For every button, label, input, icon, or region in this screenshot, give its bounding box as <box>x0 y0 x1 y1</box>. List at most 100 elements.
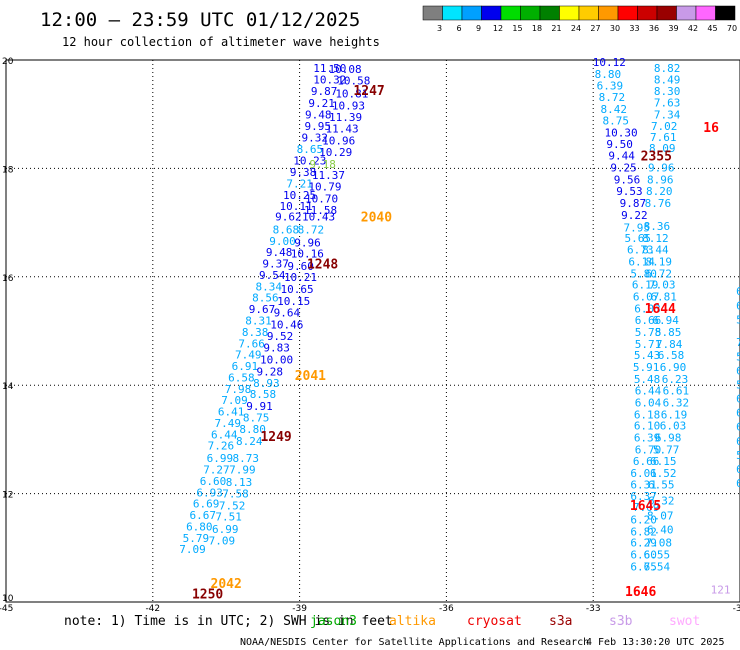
wave-height-value: 6.19 <box>661 408 688 421</box>
wave-height-value: 6.61 <box>663 384 690 397</box>
wave-height-value: 10.30 <box>604 126 637 139</box>
y-tick-label: 10 <box>2 594 14 604</box>
x-tick-label: -42 <box>145 604 160 614</box>
wave-height-value: 7.34 <box>654 109 681 122</box>
wave-height-value: 10.58 <box>337 74 370 87</box>
wave-height-value: 6. <box>736 407 740 420</box>
wave-height-value: 6.03 <box>660 420 687 433</box>
wave-height-value: 6.18 <box>634 408 661 421</box>
wave-height-value: 6.58 <box>228 371 255 384</box>
satellite-name-cryosat: cryosat <box>467 614 522 629</box>
wave-height-value: 8.36 <box>644 220 671 233</box>
plot-area: -45-42-39-36-33-30101214161820 11.5010.0… <box>0 56 740 614</box>
wave-height-value: 5. <box>736 449 740 462</box>
wave-height-value: 8.72 <box>599 91 626 104</box>
colorbar-label: 45 <box>707 24 717 33</box>
colorbar-label: 70 <box>727 24 737 33</box>
x-tick-label: -39 <box>292 604 307 614</box>
wave-height-value: 6. <box>736 393 740 406</box>
wave-height-value: 6.80 <box>186 520 213 533</box>
footer-credit: NOAA/NESDIS Center for Satellite Applica… <box>240 637 589 648</box>
wave-height-value: 9.21 <box>308 97 335 110</box>
wave-height-value: 9.95 <box>304 120 331 133</box>
wave-height-value: 10.11 <box>280 200 313 213</box>
wave-height-value: 5.77 <box>653 443 680 456</box>
wave-height-value: 6.15 <box>650 455 677 468</box>
wave-height-value: 8.75 <box>602 114 629 127</box>
wave-height-value: 10.32 <box>313 73 346 86</box>
wave-height-value: 6.44 <box>635 384 662 397</box>
y-tick-label: 18 <box>2 165 14 175</box>
wave-height-value: 10.93 <box>332 99 365 112</box>
pass-time-label: 1644 <box>645 302 676 317</box>
wave-height-value: 6.19 <box>632 279 659 292</box>
wave-height-value: 6.44 <box>211 428 238 441</box>
wave-height-value: 9.64 <box>274 306 301 319</box>
colorbar-label: 36 <box>649 24 659 33</box>
wave-height-value: 7.49 <box>214 417 241 430</box>
wave-height-value: 7.95 <box>624 221 651 234</box>
wave-height-value: 10.25 <box>283 189 316 202</box>
pass-time-label: 16 <box>703 121 719 136</box>
wave-height-value: 8.09 <box>649 142 676 155</box>
pass-time-label: 1646 <box>625 585 656 600</box>
wave-height-value: 6.41 <box>218 406 245 419</box>
colorbar-swatch <box>715 5 736 21</box>
wave-height-value: 6.75 <box>630 561 657 574</box>
wave-height-value: 9.38 <box>290 166 317 179</box>
colorbar-label: 3 <box>437 24 442 33</box>
wave-height-value: 9.48 <box>266 246 293 259</box>
colorbar-label: 18 <box>532 24 542 33</box>
wave-height-value: 7.26 <box>208 440 235 453</box>
wave-height-value: 8.24 <box>236 435 263 448</box>
wave-height-value: 7.09 <box>179 543 206 556</box>
pass-time-label: 2041 <box>295 369 326 384</box>
wave-height-value: 5.78 <box>635 326 662 339</box>
wave-height-value: 6.29 <box>630 537 657 550</box>
x-tick-label: -45 <box>0 604 13 614</box>
wave-height-value: 5. <box>736 313 740 326</box>
wave-height-value: 7.99 <box>229 464 256 477</box>
wave-height-value: 7.08 <box>646 537 673 550</box>
wave-height-value: 6. <box>736 421 740 434</box>
wave-height-value: 6.82 <box>630 525 657 538</box>
wave-height-value: 9.62 <box>275 210 302 223</box>
wave-height-value: 8.96 <box>647 174 674 187</box>
wave-height-value: 7.63 <box>654 97 681 110</box>
wave-height-value: 10.16 <box>291 247 324 260</box>
wave-height-value: 11.50 <box>313 62 346 75</box>
wave-height-value: 5.79 <box>183 532 210 545</box>
satellite-name-swot: swot <box>669 614 700 629</box>
wave-height-value: 10.08 <box>328 63 361 76</box>
wave-height-value: 10.12 <box>593 56 626 69</box>
colorbar-label: 12 <box>493 24 503 33</box>
wave-height-value: 9.53 <box>616 185 643 198</box>
wave-height-value: 9.87 <box>311 85 338 98</box>
wave-height-value: 7.98 <box>225 383 252 396</box>
wave-height-value: 5. <box>736 350 740 363</box>
wave-height-value: 9.52 <box>267 330 294 343</box>
wave-height-value: 8.34 <box>256 280 283 293</box>
wave-height-value: 10.81 <box>335 87 368 100</box>
wave-height-value: 10.15 <box>277 295 310 308</box>
colorbar-label: 6 <box>456 24 461 33</box>
wave-height-value: 6.52 <box>650 467 677 480</box>
wave-height-value: 9.00 <box>269 235 296 248</box>
wave-height-value: 9.28 <box>257 365 284 378</box>
colorbar-swatch <box>500 5 521 21</box>
wave-height-value: 121 <box>711 583 731 596</box>
colorbar-label: 39 <box>668 24 678 33</box>
wave-height-value: 9.44 <box>608 150 635 163</box>
colorbar-swatch <box>539 5 560 21</box>
wave-height-value: 6.32 <box>663 396 690 409</box>
wave-height-value: 8.80 <box>595 68 622 81</box>
wave-height-value: 9.83 <box>263 342 290 355</box>
wave-height-value: 6.99 <box>212 523 239 536</box>
colorbar-label: 15 <box>512 24 522 33</box>
wave-height-value: 7.02 <box>651 120 678 133</box>
colorbar-swatch <box>442 5 463 21</box>
pass-time-label: 2355 <box>641 149 672 164</box>
wave-height-value: 9.96 <box>648 162 675 175</box>
wave-height-value: 9.54 <box>259 269 286 282</box>
